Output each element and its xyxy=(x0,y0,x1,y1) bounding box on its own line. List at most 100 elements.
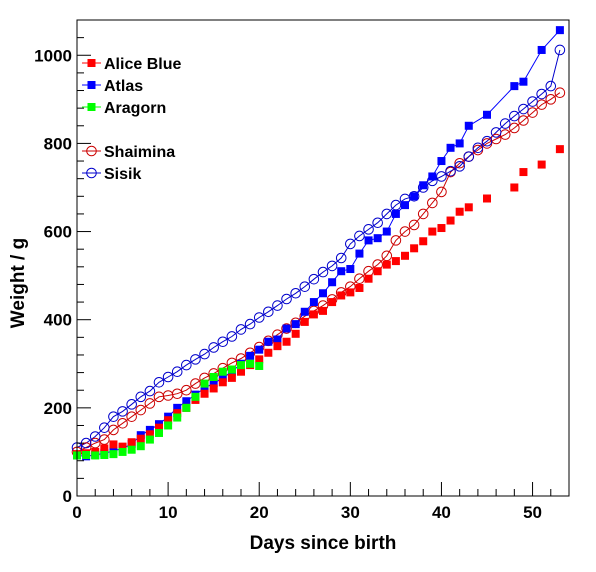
data-point-alice-blue xyxy=(364,274,373,283)
data-point-shaimina xyxy=(99,434,110,445)
data-point-alice-blue xyxy=(255,355,264,364)
data-point-alice-blue xyxy=(264,348,273,357)
data-point-aragorn xyxy=(145,435,154,444)
data-point-alice-blue xyxy=(100,444,109,453)
data-point-atlas xyxy=(173,403,182,412)
data-point-atlas xyxy=(255,345,264,354)
data-point-sisik xyxy=(326,260,338,272)
data-point-sisik xyxy=(445,165,456,177)
data-point-atlas xyxy=(282,324,291,333)
data-point-atlas xyxy=(364,236,373,245)
data-point-atlas xyxy=(446,143,455,152)
data-point-aragorn xyxy=(100,451,109,460)
data-point-shaimina xyxy=(181,384,192,396)
data-point-atlas xyxy=(218,373,227,382)
data-point-sisik xyxy=(89,431,101,442)
data-point-shaimina xyxy=(427,197,438,209)
legend-item-shaimina: Shaimina xyxy=(82,144,175,161)
data-point-sisik xyxy=(363,224,374,235)
legend-swatch-marker xyxy=(87,59,96,67)
data-point-sisik xyxy=(153,376,165,388)
data-point-shaimina xyxy=(408,219,420,231)
data-point-alice-blue xyxy=(337,291,346,300)
data-point-atlas xyxy=(346,265,355,274)
data-point-alice-blue xyxy=(464,203,473,212)
data-point-alice-blue xyxy=(309,310,318,319)
data-point-sisik xyxy=(290,287,301,299)
data-point-sisik xyxy=(235,324,247,335)
data-point-aragorn xyxy=(255,361,264,370)
data-point-alice-blue xyxy=(401,251,409,260)
data-point-shaimina xyxy=(126,411,137,422)
legend-item-aragorn: Aragorn xyxy=(82,100,166,117)
x-tick-label: 40 xyxy=(432,503,451,522)
data-point-sisik xyxy=(481,135,493,147)
x-tick-label: 50 xyxy=(523,503,542,522)
data-point-atlas xyxy=(437,157,446,166)
data-point-atlas xyxy=(182,397,191,406)
data-point-aragorn xyxy=(109,450,118,459)
legend-item-alice-blue: Alice Blue xyxy=(82,56,181,73)
data-point-sisik xyxy=(208,342,219,353)
data-point-alice-blue xyxy=(273,342,282,351)
data-point-shaimina xyxy=(117,417,128,429)
y-tick-label: 200 xyxy=(44,399,72,418)
legend-label: Atlas xyxy=(104,78,143,95)
data-point-atlas xyxy=(382,227,391,236)
data-point-alice-blue xyxy=(145,430,154,439)
data-point-atlas xyxy=(337,267,346,276)
y-axis-label: Weight / g xyxy=(8,238,29,328)
axis-ticks xyxy=(76,19,570,497)
data-point-atlas xyxy=(455,139,464,148)
data-point-atlas xyxy=(410,192,419,201)
data-point-alice-blue xyxy=(127,438,136,447)
data-point-sisik xyxy=(317,266,329,278)
data-point-aragorn xyxy=(155,428,163,437)
data-point-atlas xyxy=(555,26,564,35)
legend-item-atlas: Atlas xyxy=(82,78,143,95)
data-point-alice-blue xyxy=(510,183,519,192)
data-point-alice-blue xyxy=(291,329,300,338)
x-tick-label: 30 xyxy=(341,503,360,522)
data-point-sisik xyxy=(545,80,557,92)
data-point-shaimina xyxy=(545,94,557,105)
y-tick-label: 800 xyxy=(44,134,72,153)
data-point-alice-blue xyxy=(555,145,564,154)
data-point-sisik xyxy=(499,118,511,129)
legend-swatch-marker xyxy=(86,145,97,157)
data-point-aragorn xyxy=(227,365,236,374)
data-point-atlas xyxy=(145,425,154,434)
legend-swatch-marker xyxy=(86,167,97,179)
data-point-aragorn xyxy=(182,403,191,412)
data-point-alice-blue xyxy=(437,224,446,233)
data-point-shaimina xyxy=(536,99,547,110)
data-point-sisik xyxy=(199,348,210,360)
data-point-shaimina xyxy=(527,107,538,118)
x-tick-label: 0 xyxy=(72,503,81,522)
data-point-shaimina xyxy=(390,235,402,246)
data-point-alice-blue xyxy=(419,237,428,246)
data-point-sisik xyxy=(509,110,520,122)
data-point-sisik xyxy=(244,318,256,330)
data-point-atlas xyxy=(319,289,327,298)
data-point-sisik xyxy=(263,306,274,318)
data-point-sisik xyxy=(162,371,174,383)
data-point-shaimina xyxy=(135,404,147,416)
data-point-atlas xyxy=(419,181,428,190)
y-tick-label: 1000 xyxy=(34,46,72,65)
data-point-alice-blue xyxy=(483,194,491,203)
data-point-alice-blue xyxy=(382,260,391,269)
legend-swatch-marker xyxy=(87,81,96,89)
data-point-shaimina xyxy=(399,226,411,237)
data-point-aragorn xyxy=(191,392,200,401)
legend-label: Sisik xyxy=(104,166,141,183)
data-point-atlas xyxy=(373,234,382,243)
data-point-sisik xyxy=(272,300,283,311)
data-point-alice-blue xyxy=(209,384,218,393)
data-point-alice-blue xyxy=(136,434,145,443)
data-point-shaimina xyxy=(354,273,365,285)
data-point-alice-blue xyxy=(155,423,163,432)
data-point-alice-blue xyxy=(173,409,182,418)
data-point-sisik xyxy=(126,399,137,410)
